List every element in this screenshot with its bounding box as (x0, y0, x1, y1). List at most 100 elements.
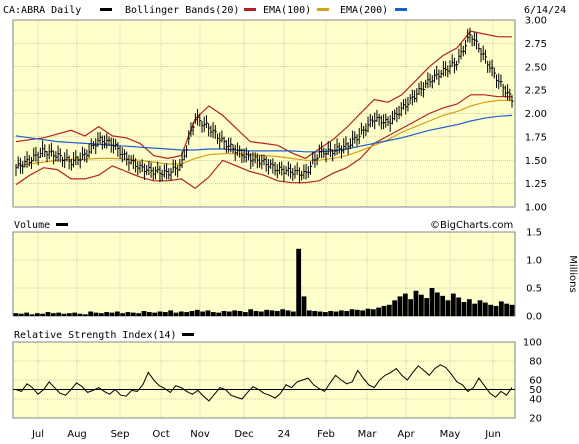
volume-bar (456, 297, 462, 316)
volume-bar (237, 310, 243, 316)
volume-bar (184, 312, 190, 316)
volume-bar (333, 311, 339, 316)
volume-bar (178, 311, 184, 316)
volume-bar (66, 313, 72, 316)
price-y-tick-label: 1.25 (525, 179, 547, 190)
volume-bar (232, 310, 238, 316)
volume-bar (114, 311, 120, 316)
price-y-tick-label: 3.00 (525, 16, 547, 27)
x-tick-label: 24 (278, 429, 291, 440)
bollinger-label: Bollinger Bands(20) (125, 5, 239, 16)
volume-bar (360, 310, 366, 316)
volume-bar (258, 311, 264, 316)
volume-bar (13, 313, 19, 316)
volume-bar (386, 304, 392, 316)
volume-y-tick-label: 0.5 (526, 284, 542, 295)
volume-bar (317, 311, 323, 316)
volume-bar (274, 310, 280, 316)
rsi-y-tick-label: 40 (529, 395, 542, 406)
date-label: 6/14/24 (524, 5, 566, 16)
rsi-title: Relative Strength Index(14) (14, 330, 177, 341)
volume-y-tick-label: 1.5 (526, 228, 542, 239)
volume-bar (301, 296, 307, 316)
volume-bar (504, 303, 510, 316)
volume-bar (306, 310, 312, 316)
volume-bar (264, 309, 270, 316)
price-y-tick-label: 1.75 (525, 132, 547, 143)
volume-bar (440, 295, 446, 316)
volume-bar (168, 310, 174, 316)
bollinger-legend-swatch (244, 8, 256, 11)
x-tick-label: Oct (152, 429, 169, 440)
volume-bar (493, 305, 499, 316)
volume-bar (146, 312, 152, 316)
volume-bar (242, 312, 248, 316)
volume-bar (109, 312, 115, 316)
ema100-label: EMA(100) (263, 5, 311, 16)
x-tick-label: Feb (317, 429, 335, 440)
volume-title: Volume (14, 220, 50, 231)
volume-bar (61, 313, 67, 316)
volume-bar (141, 310, 147, 316)
volume-legend-swatch (56, 223, 68, 226)
volume-bar (429, 288, 435, 316)
volume-bar (221, 310, 227, 316)
volume-bar (40, 313, 46, 316)
volume-bar (136, 313, 142, 316)
x-tick-label: Nov (190, 429, 210, 440)
volume-bar (509, 304, 515, 316)
volume-bar (450, 293, 456, 316)
volume-bar (226, 311, 232, 316)
volume-bar (72, 312, 78, 316)
volume-bar (205, 310, 211, 316)
volume-bar (50, 313, 56, 316)
volume-bar (194, 309, 200, 316)
volume-bar (488, 304, 494, 316)
x-tick-label: Mar (358, 429, 378, 440)
volume-bar (418, 294, 424, 316)
volume-bar (45, 312, 51, 316)
volume-bar (349, 309, 355, 316)
rsi-line (15, 364, 513, 402)
volume-bar (445, 300, 451, 316)
volume-bar (472, 303, 478, 316)
watermark: ©BigCharts.com (430, 220, 513, 231)
volume-bar (285, 310, 291, 316)
ema-200-line (15, 114, 513, 153)
volume-bar (162, 312, 168, 316)
price-y-tick-label: 1.00 (525, 203, 547, 214)
volume-bar (498, 301, 504, 316)
volume-bar (482, 302, 488, 316)
x-tick-label: Aug (67, 429, 87, 440)
volume-bar (88, 311, 94, 316)
volume-bar (354, 309, 360, 316)
volume-bar (328, 310, 334, 316)
symbol-label: CA:ABRA Daily (3, 5, 81, 16)
volume-bar (322, 312, 328, 316)
rsi-y-tick-label: 60 (529, 376, 542, 387)
x-tick-label: Jul (31, 429, 44, 440)
data-marks (13, 27, 515, 402)
volume-bar (466, 299, 472, 316)
volume-bar (477, 300, 483, 316)
volume-bar (189, 310, 195, 316)
rsi-y-tick-label: 20 (529, 414, 542, 425)
volume-unit: Millions (567, 255, 578, 292)
price-y-tick-label: 2.00 (525, 109, 547, 120)
volume-bar (365, 308, 371, 316)
volume-bar (269, 310, 275, 316)
volume-y-tick-label: 1.0 (526, 256, 542, 267)
volume-bar (413, 290, 419, 316)
volume-bar (77, 313, 83, 316)
volume-bar (200, 311, 206, 316)
price-y-tick-label: 2.25 (525, 86, 547, 97)
ema200-legend-swatch (395, 8, 407, 11)
volume-bar (125, 312, 131, 316)
volume-bar (296, 248, 302, 316)
bollinger-bands-20-line (15, 94, 512, 190)
volume-bar (157, 311, 163, 316)
volume-bar (130, 312, 136, 316)
x-tick-label: May (440, 429, 461, 440)
volume-bar (370, 309, 376, 316)
